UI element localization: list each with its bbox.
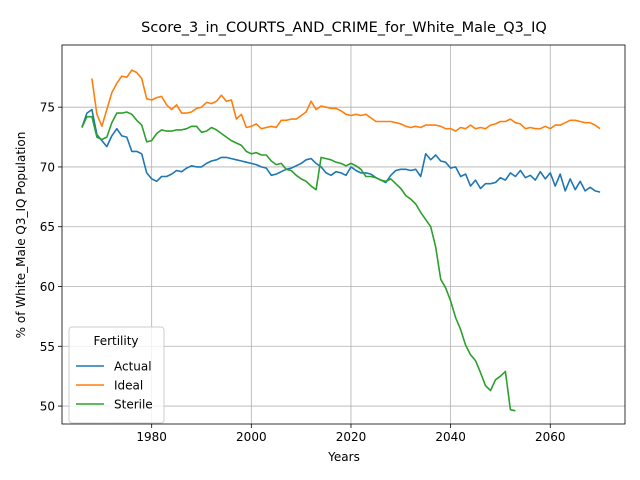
x-tick-label: 2040 xyxy=(435,430,466,444)
y-axis-label: % of White_Male Q3_IQ Population xyxy=(14,132,28,339)
legend-entries: Actual Ideal Sterile xyxy=(76,360,153,412)
legend-label-actual: Actual xyxy=(114,360,152,374)
chart-title: Score_3_in_COURTS_AND_CRIME_for_White_Ma… xyxy=(141,20,547,36)
x-tick-label: 2060 xyxy=(535,430,566,444)
y-tick-label: 70 xyxy=(40,160,55,174)
y-tick-label: 75 xyxy=(40,101,55,115)
x-tick-label: 2000 xyxy=(236,430,267,444)
series-line-ideal xyxy=(91,69,601,132)
plot-frame xyxy=(61,44,626,425)
y-tick-label: 60 xyxy=(40,280,55,294)
series-line-sterile xyxy=(81,111,516,412)
series-line-actual xyxy=(81,108,601,193)
legend-box xyxy=(68,326,165,424)
legend-label-ideal: Ideal xyxy=(114,379,143,393)
y-tick-label: 50 xyxy=(40,400,55,414)
legend: Fertility Actual Ideal Sterile xyxy=(68,326,165,424)
x-axis: 1980 2000 2020 2040 2060 xyxy=(136,424,566,444)
legend-label-sterile: Sterile xyxy=(114,398,153,412)
y-tick-label: 55 xyxy=(40,340,55,354)
y-tick-label: 65 xyxy=(40,220,55,234)
x-axis-label: Years xyxy=(327,450,360,464)
legend-title: Fertility xyxy=(93,334,138,348)
x-tick-label: 2020 xyxy=(336,430,367,444)
series-lines xyxy=(81,69,601,412)
y-axis: 50 55 60 65 70 75 xyxy=(40,101,62,414)
x-tick-label: 1980 xyxy=(136,430,167,444)
